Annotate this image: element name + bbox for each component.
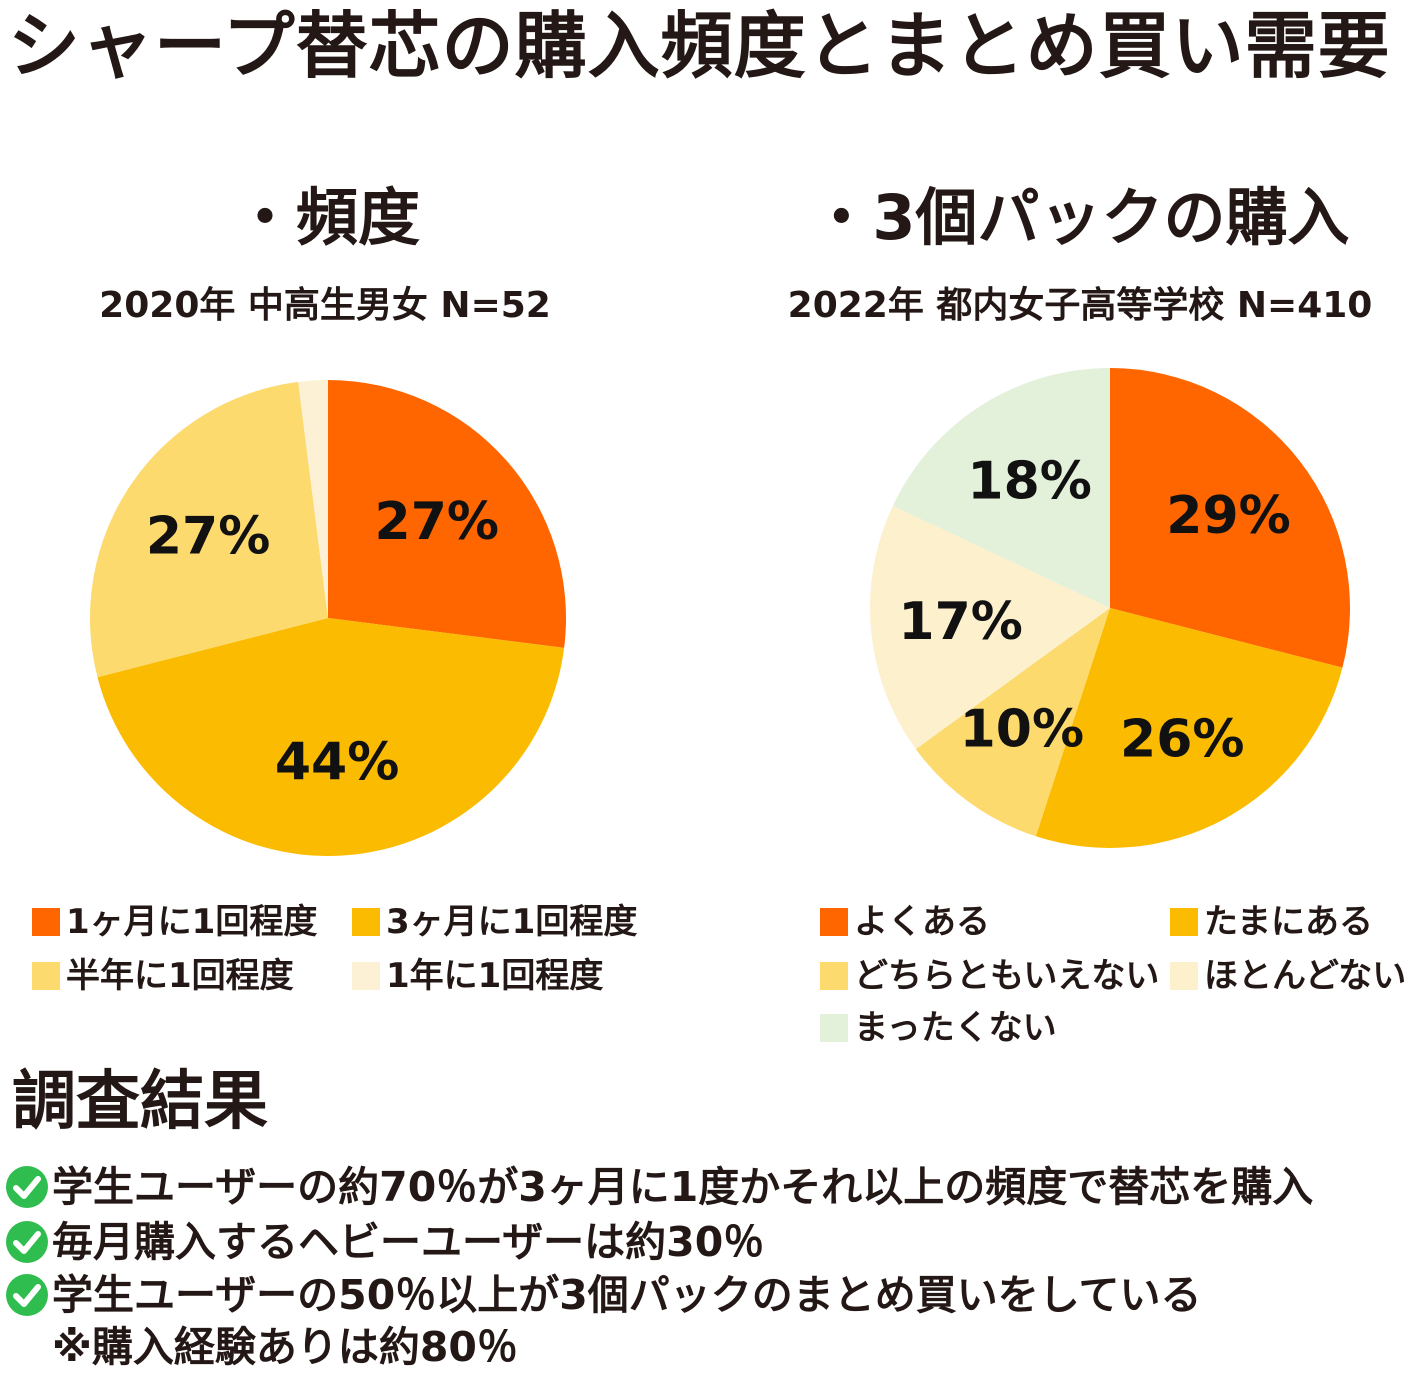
legend-label: 3ヶ月に1回程度 xyxy=(386,902,638,942)
pie-chart-3pack: 29% 26% 10% 17% 18% xyxy=(870,368,1350,848)
pie-slice xyxy=(892,368,1110,608)
pie-data-label: 29% xyxy=(1166,486,1290,546)
legend-label: よくある xyxy=(854,902,990,942)
check-circle-icon xyxy=(6,1166,48,1208)
legend-label: 1ヶ月に1回程度 xyxy=(66,902,318,942)
legend-swatch xyxy=(32,962,60,990)
legend-label: 半年に1回程度 xyxy=(66,956,294,996)
pie-data-label: 10% xyxy=(960,699,1084,759)
finding-note: ※購入経験ありは約80％ xyxy=(52,1323,518,1371)
legend-item: どちらともいえない xyxy=(820,956,1159,996)
finding-item: 毎月購入するヘビーユーザーは約30％ xyxy=(6,1217,764,1267)
finding-text: 学生ユーザーの約70％が3ヶ月に1度かそれ以上の頻度で替芯を購入 xyxy=(52,1163,1314,1211)
legend-swatch xyxy=(820,1014,848,1042)
chart-subtitle-3pack: 2022年 都内女子高等学校 N=410 xyxy=(787,285,1373,326)
chart-subtitle-frequency: 2020年 中高生男女 N=52 xyxy=(99,285,551,326)
main-title: シャープ替芯の購入頻度とまとめ買い需要 xyxy=(8,4,1391,88)
legend-swatch xyxy=(1170,908,1198,936)
legend-label: まったくない xyxy=(854,1008,1057,1048)
finding-item: 学生ユーザーの約70％が3ヶ月に1度かそれ以上の頻度で替芯を購入 xyxy=(6,1162,1313,1212)
pie-data-label: 18% xyxy=(967,451,1091,511)
pie-slice xyxy=(97,618,565,856)
results-heading: 調査結果 xyxy=(12,1065,268,1139)
pie-slice xyxy=(1035,608,1343,848)
legend-swatch xyxy=(820,908,848,936)
pie-slice xyxy=(328,380,566,648)
legend-label: 1年に1回程度 xyxy=(386,956,604,996)
pie-slice xyxy=(870,505,1110,750)
pie-slice xyxy=(89,381,328,678)
legend-swatch xyxy=(1170,962,1198,990)
legend-item: よくある xyxy=(820,902,990,942)
pie-data-label: 26% xyxy=(1120,709,1244,769)
check-circle-icon xyxy=(6,1274,48,1316)
legend-item: 半年に1回程度 xyxy=(32,956,294,996)
legend-swatch xyxy=(352,908,380,936)
legend-item: たまにある xyxy=(1170,902,1373,942)
legend-label: ほとんどない xyxy=(1204,956,1406,996)
legend-item: 1ヶ月に1回程度 xyxy=(32,902,317,942)
legend-swatch xyxy=(352,962,380,990)
pie-slice xyxy=(915,608,1110,837)
pie-data-label: 27% xyxy=(146,506,270,566)
legend-swatch xyxy=(32,908,60,936)
finding-item: 学生ユーザーの50％以上が3個パックのまとめ買いをしている xyxy=(6,1270,1202,1320)
pie-slice xyxy=(1110,368,1350,668)
chart-title-3pack: ・3個パックの購入 xyxy=(810,181,1350,254)
pie-slice xyxy=(298,380,328,618)
legend-item: ほとんどない xyxy=(1170,956,1406,996)
legend-swatch xyxy=(820,962,848,990)
legend-label: たまにある xyxy=(1204,902,1373,942)
finding-text: 毎月購入するヘビーユーザーは約30％ xyxy=(52,1218,765,1266)
check-circle-icon xyxy=(6,1221,48,1263)
legend-item: 1年に1回程度 xyxy=(352,956,603,996)
chart-title-frequency: ・頻度 xyxy=(233,181,420,254)
finding-text: 学生ユーザーの50％以上が3個パックのまとめ買いをしている xyxy=(52,1271,1202,1319)
pie-data-label: 44% xyxy=(275,733,399,793)
pie-data-label: 27% xyxy=(375,492,499,552)
pie-data-label: 17% xyxy=(898,592,1022,652)
legend-item: まったくない xyxy=(820,1008,1057,1048)
pie-chart-frequency: 27% 44% 27% xyxy=(89,380,566,856)
legend-label: どちらともいえない xyxy=(854,956,1160,996)
legend-item: 3ヶ月に1回程度 xyxy=(352,902,637,942)
